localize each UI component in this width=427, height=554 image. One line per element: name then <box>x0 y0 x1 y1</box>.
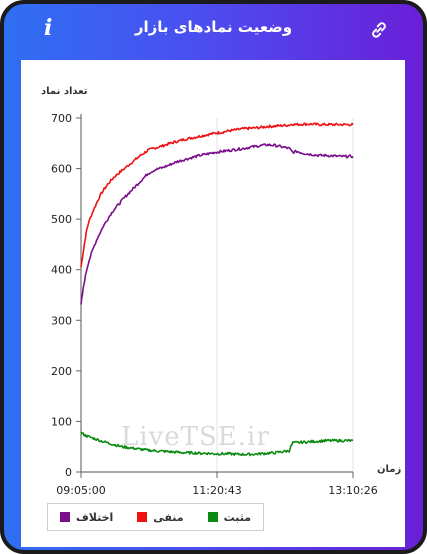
legend-item-difference[interactable]: اختلاف <box>59 510 114 524</box>
series-line-مثبت <box>80 431 354 457</box>
legend-label-difference: اختلاف <box>75 510 114 524</box>
chart-legend: مثبت منفی اختلاف <box>47 503 264 531</box>
y-tick-label: 0 <box>65 466 72 479</box>
y-tick-label: 300 <box>51 314 72 327</box>
legend-swatch-difference <box>59 512 70 522</box>
y-tick-label: 700 <box>51 112 72 125</box>
y-tick-label: 600 <box>51 163 72 176</box>
y-tick-label: 400 <box>51 264 72 277</box>
y-tick-label: 500 <box>51 213 72 226</box>
title-bar: i وضعیت نمادهای بازار <box>4 4 423 60</box>
y-tick-label: 100 <box>51 415 72 428</box>
watermark: LiveTSE.ir <box>121 422 270 452</box>
y-tick-label: 200 <box>51 365 72 378</box>
link-icon[interactable] <box>369 20 389 40</box>
x-tick-label: 11:20:43 <box>192 484 241 497</box>
legend-swatch-negative <box>137 512 148 522</box>
page-title: وضعیت نمادهای بازار <box>134 18 293 36</box>
series-line-اختلاف <box>80 143 354 305</box>
x-tick-label: 13:10:26 <box>328 484 377 497</box>
legend-item-negative[interactable]: منفی <box>137 510 184 524</box>
x-axis-title: زمان <box>377 464 402 475</box>
line-chart: 09:05:00 11:20:43 13:10:26 0 100 200 300 400 500… <box>51 112 378 497</box>
series-line-منفی <box>80 122 354 268</box>
chart-panel: تعداد نماد LiveTSE.ir 09:05:00 11:20:43 13… <box>21 60 405 547</box>
legend-swatch-positive <box>207 512 218 522</box>
x-tick-label: 09:05:00 <box>56 484 105 497</box>
info-icon[interactable]: i <box>44 15 53 41</box>
legend-label-positive: مثبت <box>223 510 251 524</box>
legend-item-positive[interactable]: مثبت <box>207 510 251 524</box>
legend-label-negative: منفی <box>153 510 184 524</box>
y-axis-title: تعداد نماد <box>41 86 88 97</box>
